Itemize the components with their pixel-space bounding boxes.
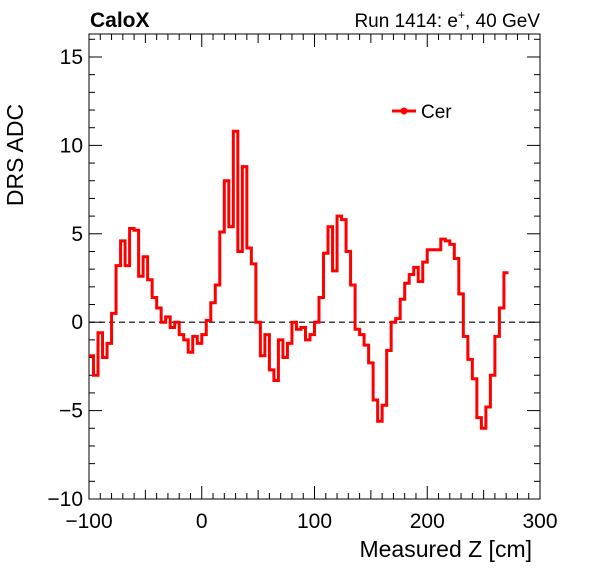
y-axis-label: DRS ADC: [2, 104, 28, 206]
legend-marker-cer: [400, 107, 408, 115]
plot-frame: [88, 33, 541, 500]
x-tick-label: 0: [196, 510, 208, 533]
x-tick-label: 100: [297, 510, 332, 533]
x-tick-label: −100: [65, 510, 112, 533]
x-tick-label: 300: [522, 510, 557, 533]
x-tick-label: 200: [410, 510, 445, 533]
cer-series-line: [89, 129, 509, 430]
x-tick-labels: −100 0 100 200 300: [65, 510, 557, 533]
y-tick-label: −5: [59, 400, 83, 423]
y-tick-labels: −10 −5 0 5 10 15: [47, 46, 83, 511]
x-axis-label: Measured Z [cm]: [359, 536, 532, 562]
legend: Cer: [392, 102, 452, 123]
legend-label-cer: Cer: [421, 102, 452, 123]
y-tick-label: −10: [47, 488, 83, 511]
experiment-label: CaloX: [90, 9, 150, 32]
run-info: Run 1414: e+, 40 GeV: [354, 8, 540, 32]
y-tick-label: 10: [60, 134, 83, 157]
axis-ticks: [88, 34, 541, 500]
y-tick-label: 15: [60, 46, 83, 69]
y-tick-label: 5: [71, 223, 83, 246]
y-tick-label: 0: [71, 311, 83, 334]
